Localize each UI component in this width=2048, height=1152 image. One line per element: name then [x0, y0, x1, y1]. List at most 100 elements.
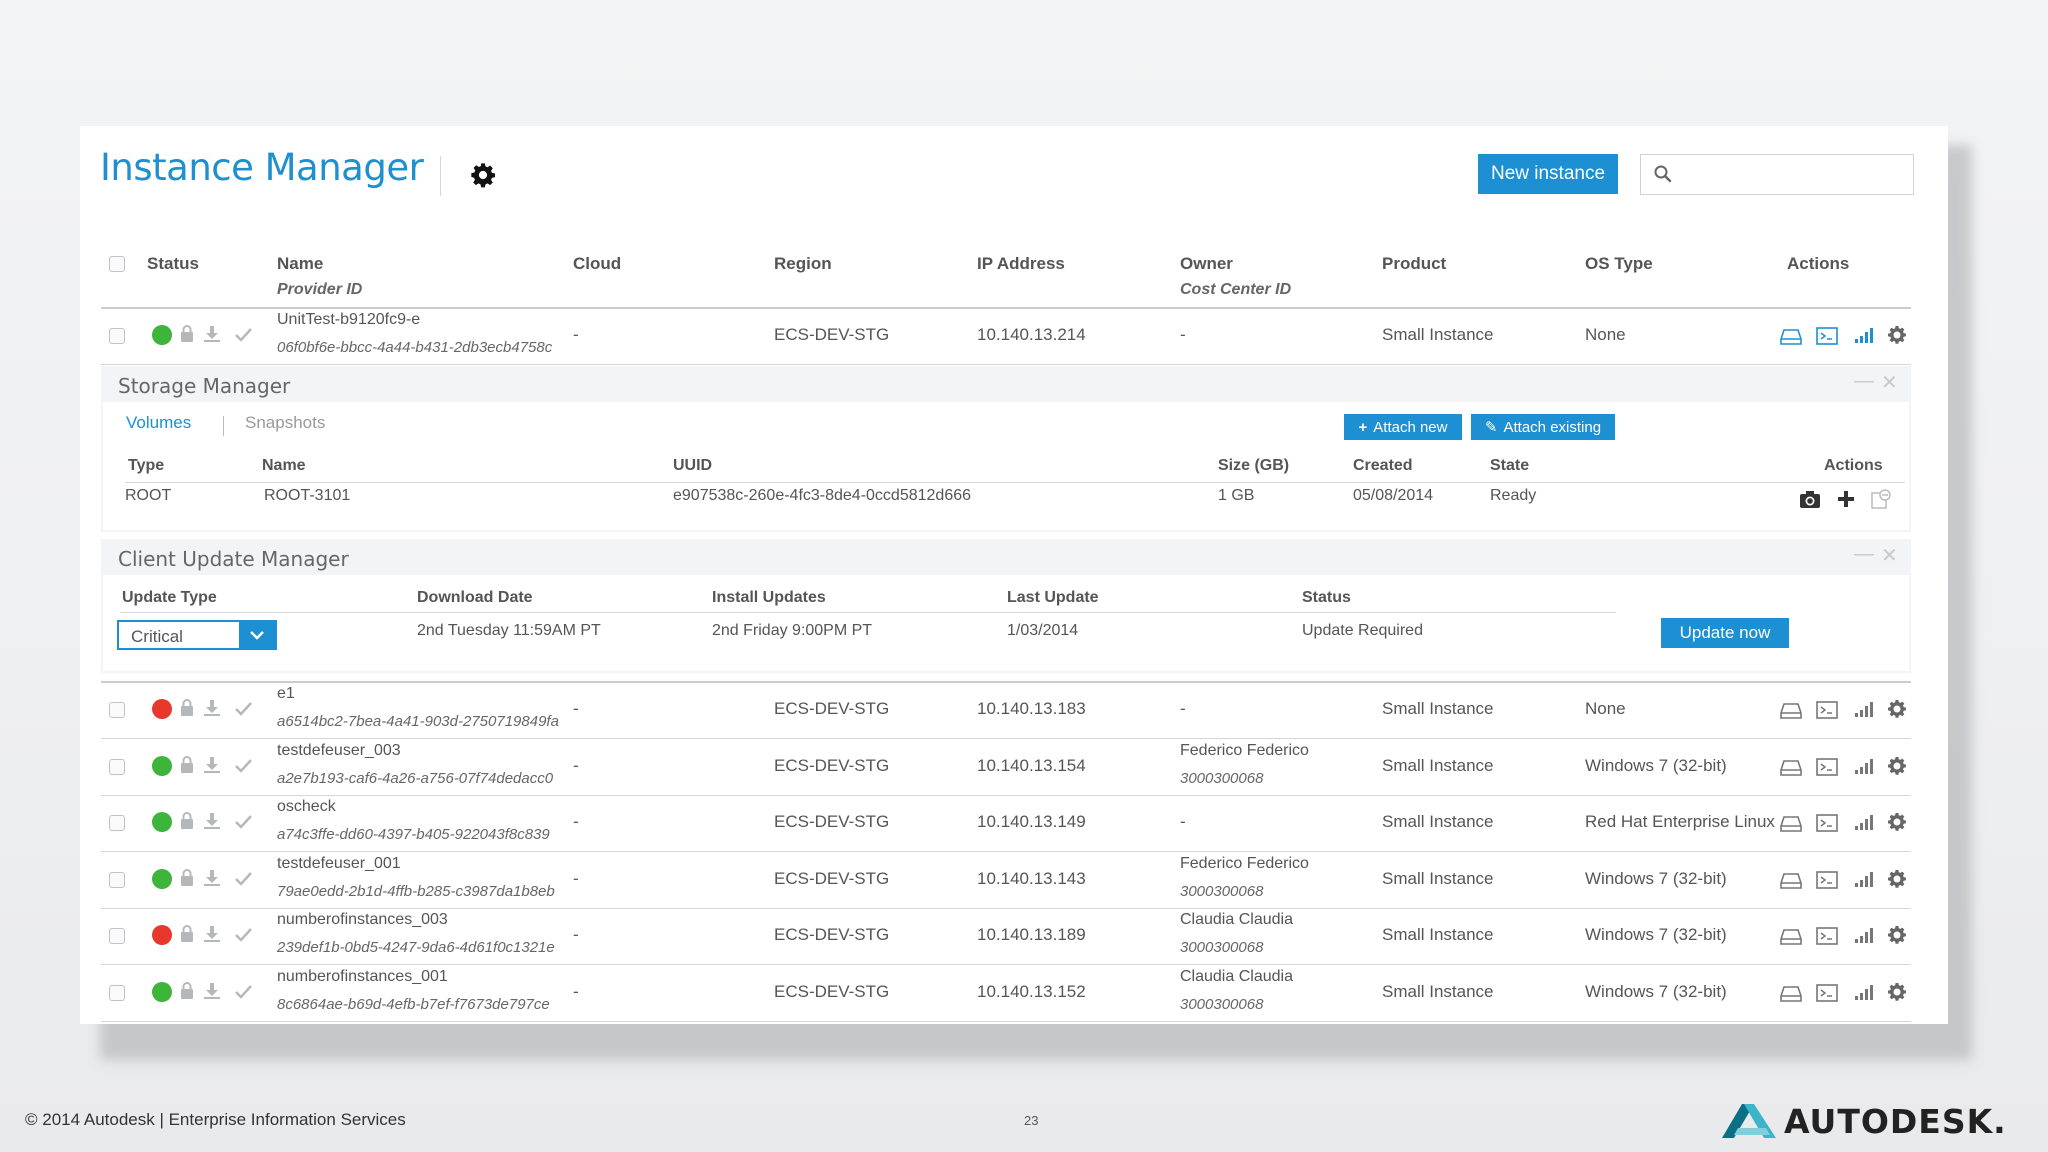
- signal-icon[interactable]: [1853, 869, 1875, 889]
- gear-icon[interactable]: [1887, 869, 1907, 889]
- download-icon[interactable]: [203, 324, 221, 344]
- search-input[interactable]: [1683, 161, 1903, 189]
- row-checkbox[interactable]: [109, 328, 125, 344]
- gear-icon[interactable]: [1887, 925, 1907, 945]
- check-icon[interactable]: [234, 699, 254, 719]
- detach-icon[interactable]: [1870, 488, 1892, 510]
- row-checkbox[interactable]: [109, 984, 125, 1001]
- instance-name[interactable]: e1: [277, 685, 295, 702]
- table-row[interactable]: testdefeuser_003 a2e7b193-caf6-4a26-a756-…: [80, 740, 1930, 796]
- close-icon[interactable]: ✕: [1881, 372, 1898, 394]
- row-checkbox[interactable]: [109, 928, 125, 944]
- signal-icon[interactable]: [1853, 756, 1875, 776]
- table-row[interactable]: numberofinstances_001 8c6864ae-b69d-4efb-…: [80, 966, 1930, 1022]
- lock-icon[interactable]: [178, 755, 196, 775]
- console-icon[interactable]: [1816, 813, 1838, 833]
- check-icon[interactable]: [234, 325, 254, 345]
- col-ip-address[interactable]: IP Address: [977, 254, 1065, 273]
- select-all-checkbox[interactable]: [109, 256, 125, 272]
- col-cloud[interactable]: Cloud: [573, 254, 622, 273]
- minimize-icon[interactable]: —: [1854, 370, 1874, 392]
- download-icon[interactable]: [203, 755, 221, 775]
- drive-icon[interactable]: [1780, 870, 1802, 890]
- download-icon[interactable]: [203, 698, 221, 718]
- drive-icon[interactable]: [1780, 813, 1802, 833]
- instance-name[interactable]: numberofinstances_003: [277, 911, 448, 928]
- col-owner[interactable]: Owner: [1180, 254, 1233, 273]
- download-icon[interactable]: [203, 981, 221, 1001]
- col-os-type[interactable]: OS Type: [1585, 254, 1653, 273]
- gear-icon[interactable]: [1887, 812, 1907, 832]
- check-icon[interactable]: [234, 869, 254, 889]
- row-checkbox[interactable]: [109, 758, 125, 775]
- instance-name[interactable]: testdefeuser_003: [277, 741, 401, 759]
- check-icon[interactable]: [234, 756, 254, 776]
- instance-name[interactable]: testdefeuser_001: [277, 854, 401, 872]
- search-field[interactable]: [1640, 154, 1914, 195]
- table-row[interactable]: UnitTest-b9120fc9-e 06f0bf6e-bbcc-4a44-b4…: [80, 309, 1930, 365]
- gear-icon[interactable]: [1887, 699, 1907, 719]
- gear-icon[interactable]: [469, 161, 497, 189]
- console-icon[interactable]: [1816, 326, 1838, 346]
- attach-new-button[interactable]: + Attach new: [1344, 414, 1462, 440]
- instance-name[interactable]: oscheck: [277, 798, 336, 815]
- console-icon[interactable]: [1816, 983, 1838, 1003]
- product: Small Instance: [1382, 755, 1494, 775]
- col-name[interactable]: Name: [277, 254, 324, 273]
- tab-snapshots[interactable]: Snapshots: [245, 413, 326, 432]
- check-icon[interactable]: [234, 982, 254, 1002]
- row-checkbox[interactable]: [109, 871, 125, 888]
- gear-icon[interactable]: [1887, 756, 1907, 776]
- check-icon[interactable]: [234, 812, 254, 832]
- signal-icon[interactable]: [1853, 325, 1875, 345]
- drive-icon[interactable]: [1780, 700, 1802, 720]
- gear-icon[interactable]: [1887, 325, 1907, 345]
- drive-icon[interactable]: [1780, 326, 1802, 346]
- lock-icon[interactable]: [178, 811, 196, 831]
- table-row[interactable]: testdefeuser_001 79ae0edd-2b1d-4ffb-b285-…: [80, 853, 1930, 909]
- download-icon[interactable]: [203, 811, 221, 831]
- plus-icon[interactable]: [1836, 489, 1856, 509]
- attach-existing-button[interactable]: ✎ Attach existing: [1471, 414, 1615, 440]
- console-icon[interactable]: [1816, 757, 1838, 777]
- provider-id: 239def1b-0bd5-4247-9da6-4d61f0c1321e: [277, 939, 555, 956]
- signal-icon[interactable]: [1853, 812, 1875, 832]
- close-icon[interactable]: ✕: [1881, 545, 1898, 567]
- update-now-button[interactable]: Update now: [1661, 618, 1789, 648]
- camera-icon[interactable]: [1799, 489, 1821, 509]
- chevron-down-icon[interactable]: [239, 622, 275, 648]
- col-product[interactable]: Product: [1382, 254, 1447, 273]
- lock-icon[interactable]: [178, 981, 196, 1001]
- lock-icon[interactable]: [178, 924, 196, 944]
- os-type: None: [1585, 699, 1626, 718]
- table-row[interactable]: e1 a6514bc2-7bea-4a41-903d-2750719849fa - E…: [80, 683, 1930, 739]
- new-instance-button[interactable]: New instance: [1478, 154, 1618, 194]
- update-type-select[interactable]: Critical: [117, 620, 277, 650]
- gear-icon[interactable]: [1887, 982, 1907, 1002]
- row-checkbox[interactable]: [109, 702, 125, 718]
- col-region[interactable]: Region: [774, 254, 832, 273]
- col-status[interactable]: Status: [147, 254, 199, 273]
- download-icon[interactable]: [203, 924, 221, 944]
- table-row[interactable]: oscheck a74c3ffe-dd60-4397-b405-922043f8c…: [80, 796, 1930, 852]
- row-checkbox[interactable]: [109, 815, 125, 831]
- console-icon[interactable]: [1816, 700, 1838, 720]
- minimize-icon[interactable]: —: [1854, 543, 1874, 565]
- download-icon[interactable]: [203, 868, 221, 888]
- drive-icon[interactable]: [1780, 757, 1802, 777]
- lock-icon[interactable]: [178, 698, 196, 718]
- console-icon[interactable]: [1816, 870, 1838, 890]
- signal-icon[interactable]: [1853, 925, 1875, 945]
- instance-name[interactable]: numberofinstances_001: [277, 967, 448, 985]
- table-row[interactable]: numberofinstances_003 239def1b-0bd5-4247-…: [80, 909, 1930, 965]
- drive-icon[interactable]: [1780, 983, 1802, 1003]
- tab-volumes[interactable]: Volumes: [126, 413, 192, 432]
- check-icon[interactable]: [234, 925, 254, 945]
- signal-icon[interactable]: [1853, 699, 1875, 719]
- lock-icon[interactable]: [178, 324, 196, 344]
- instance-name[interactable]: UnitTest-b9120fc9-e: [277, 311, 421, 328]
- signal-icon[interactable]: [1853, 982, 1875, 1002]
- console-icon[interactable]: [1816, 926, 1838, 946]
- drive-icon[interactable]: [1780, 926, 1802, 946]
- lock-icon[interactable]: [178, 868, 196, 888]
